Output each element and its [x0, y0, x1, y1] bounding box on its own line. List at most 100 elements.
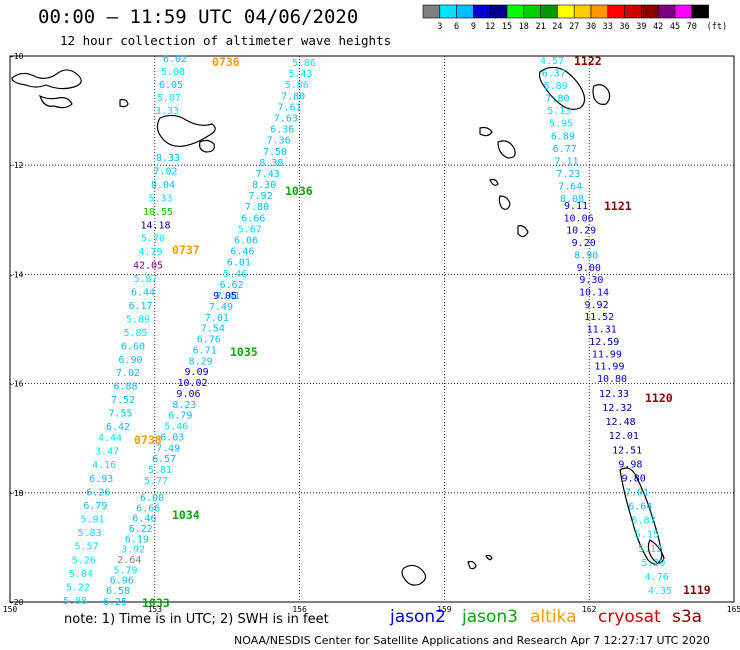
swh-value-label: 9.80 — [622, 473, 646, 484]
swh-value-label: 7.02 — [153, 166, 177, 177]
colorbar-swatch — [473, 4, 491, 19]
lat-tick-label: -14 — [9, 270, 24, 279]
colorbar-tick-label: 27 — [569, 22, 579, 32]
swh-value-label: 5.91 — [80, 515, 104, 526]
swh-value-label: 6.62 — [220, 280, 244, 291]
lon-tick-label: 150 — [3, 605, 18, 614]
swh-value-label: 9.09 — [185, 367, 209, 378]
swh-value-label: 7.41 — [216, 291, 240, 302]
swh-value-label: 7.52 — [111, 395, 135, 406]
swh-value-label: 5.79 — [114, 565, 138, 576]
swh-value-label: 5.67 — [238, 224, 262, 235]
track-time-label: 1122 — [574, 54, 602, 68]
swh-value-label: 7.80 — [281, 91, 305, 102]
colorbar-swatch — [456, 4, 474, 19]
mission-label-s3a: s3a — [672, 607, 703, 627]
coastline-new-caledonia — [619, 467, 663, 565]
coastline-nc-south — [647, 539, 665, 564]
figure-subtitle: 12 hour collection of altimeter wave hei… — [60, 33, 392, 48]
swh-value-label: 5.43 — [288, 69, 312, 80]
coastline-island-e — [517, 225, 529, 238]
longitude-tick-labels: 150 153 156 159 162 165 — [3, 605, 740, 614]
altimeter-tracks: 6.02 5.08 6.05 5.07 3.33 0736 8.33 7.02 8.04 5.33… — [63, 54, 711, 610]
colorbar-swatch — [422, 4, 441, 19]
colorbar-tick-label: 21 — [535, 22, 545, 32]
coastlines — [11, 66, 665, 586]
swh-value-label: 6.89 — [551, 131, 575, 142]
swh-value-label: 6.93 — [89, 474, 113, 485]
colorbar-swatch — [523, 4, 541, 19]
colorbar-tick-label: 12 — [485, 22, 495, 32]
colorbar-tick-label: 24 — [552, 22, 562, 32]
latitude-tick-labels: -10 -12 -14 -16 -18 -20 — [9, 52, 24, 607]
lon-tick-label: 156 — [292, 605, 307, 614]
swh-value-label: 7.01 — [205, 313, 229, 324]
swh-value-label: 6.90 — [118, 355, 142, 366]
swh-value-label: 9.05 — [213, 291, 237, 302]
coastline-island-b — [119, 98, 129, 108]
colorbar-swatch — [624, 4, 642, 19]
lat-tick-label: -20 — [9, 598, 24, 607]
colorbar-unit: (ft) — [707, 22, 727, 32]
colorbar-swatch — [674, 4, 693, 19]
swh-value-label: 5.57 — [75, 542, 99, 553]
swh-value-label: 6.22 — [129, 524, 153, 535]
colorbar-tick-label: 42 — [653, 22, 663, 32]
swh-value-label: 4.16 — [92, 460, 116, 471]
swh-value-label: 7.61 — [277, 102, 301, 113]
figure-title: 00:00 – 11:59 UTC 04/06/2020 — [38, 6, 359, 28]
swh-value-label: 6.58 — [106, 586, 130, 597]
colorbar-swatch — [540, 4, 558, 19]
swh-value-label: 5.46 — [164, 422, 188, 433]
swh-value-label: 7.63 — [274, 113, 298, 124]
swh-value-label: 4.44 — [98, 433, 122, 444]
swh-value-label: 14.18 — [140, 220, 170, 231]
swh-value-label: 6.66 — [136, 503, 160, 514]
swh-value-label: 6.36 — [270, 125, 294, 136]
swh-value-label: 10.80 — [597, 374, 627, 385]
swh-value-label: 7.64 — [558, 181, 582, 192]
swh-value-label: 3.47 — [95, 447, 119, 458]
swh-value-label: 5.08 — [161, 67, 185, 78]
swh-value-label: 7.49 — [156, 443, 180, 454]
swh-value-label: 6.57 — [152, 454, 176, 465]
footer-note: note: 1) Time is in UTC; 2) SWH is in fe… — [64, 612, 329, 627]
colorbar-swatch — [641, 4, 659, 19]
coastline-island-a — [199, 139, 215, 153]
lon-tick-label: 153 — [148, 605, 163, 614]
coastline-tiny — [485, 554, 493, 561]
mission-label-cryosat: cryosat — [598, 607, 661, 627]
swh-value-label: 6.26 — [86, 487, 110, 498]
track-time-label: 0737 — [172, 243, 200, 257]
swh-value-label: 5.86 — [285, 80, 309, 91]
swh-value-label: 7.01 — [625, 488, 649, 499]
swh-value-label: 5.33 — [148, 193, 172, 204]
swh-value-label: 5.89 — [126, 314, 150, 325]
swh-value-label: 6.71 — [193, 345, 217, 356]
track-time-label: 1035 — [230, 345, 258, 359]
swh-value-label: 6.05 — [159, 80, 183, 91]
colorbar-swatch — [489, 4, 508, 19]
swh-value-label: 5.87 — [632, 516, 656, 527]
swh-value-label: 7.54 — [201, 324, 225, 335]
swh-value-label: 6.66 — [241, 213, 265, 224]
swh-value-label: 6.44 — [131, 288, 155, 299]
lon-tick-label: 159 — [437, 605, 452, 614]
swh-value-label: 3.33 — [155, 106, 179, 117]
swh-value-label: 6.88 — [113, 382, 137, 393]
swh-value-label: 3.92 — [121, 545, 145, 556]
swh-value-label: 11.31 — [587, 325, 617, 336]
swh-value-label: 7.80 — [245, 202, 269, 213]
swh-value-label: 8.33 — [156, 153, 180, 164]
swh-value-label: 8.29 — [189, 356, 213, 367]
coastline-island-c — [489, 178, 499, 186]
swh-value-label: 7.43 — [256, 169, 280, 180]
swh-value-label: 5.95 — [549, 119, 573, 130]
swh-value-label: 5.22 — [66, 582, 90, 593]
swh-value-label: 5.81 — [148, 465, 172, 476]
swh-value-label: 7.50 — [263, 147, 287, 158]
swh-value-label: 7.36 — [267, 136, 291, 147]
colorbar-swatch — [691, 4, 709, 19]
